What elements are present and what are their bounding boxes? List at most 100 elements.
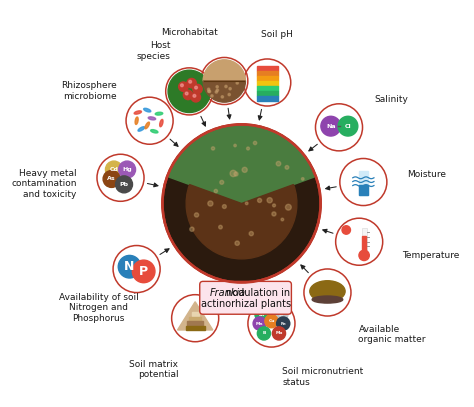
Circle shape [249, 232, 254, 236]
Bar [187, 322, 203, 326]
Circle shape [301, 177, 304, 180]
Text: Cd: Cd [109, 167, 118, 172]
Bar [191, 312, 199, 316]
Wedge shape [167, 125, 316, 204]
Bar [256, 96, 278, 101]
Circle shape [230, 170, 237, 177]
Ellipse shape [135, 117, 138, 125]
Ellipse shape [310, 281, 345, 302]
Text: Cl: Cl [345, 124, 351, 129]
Circle shape [208, 90, 210, 92]
Ellipse shape [160, 119, 163, 127]
Text: B: B [262, 331, 265, 335]
Bar [256, 91, 278, 96]
Circle shape [116, 176, 133, 193]
Text: Rhizosphere
microbiome: Rhizosphere microbiome [61, 81, 117, 101]
Circle shape [126, 97, 173, 144]
Circle shape [272, 212, 276, 216]
Circle shape [285, 166, 289, 169]
Circle shape [236, 82, 238, 84]
Circle shape [168, 70, 210, 113]
FancyBboxPatch shape [200, 281, 292, 314]
Circle shape [340, 158, 387, 206]
Circle shape [220, 180, 224, 184]
Text: P: P [139, 265, 148, 278]
Circle shape [185, 92, 188, 95]
Circle shape [253, 317, 266, 330]
Bar [256, 86, 278, 91]
Wedge shape [203, 60, 246, 81]
Text: Hg: Hg [122, 167, 132, 172]
Circle shape [257, 327, 271, 340]
Text: nodulation in: nodulation in [226, 287, 290, 298]
Circle shape [222, 205, 226, 208]
Text: actinorhizal plants: actinorhizal plants [201, 299, 291, 309]
Circle shape [201, 57, 248, 105]
Text: Availability of soil
Nitrogen and
Phosphorus: Availability of soil Nitrogen and Phosph… [59, 293, 138, 323]
Circle shape [215, 91, 218, 93]
Ellipse shape [148, 117, 155, 120]
Circle shape [209, 90, 211, 93]
Circle shape [336, 218, 383, 265]
Circle shape [321, 116, 341, 136]
Circle shape [190, 227, 194, 231]
Circle shape [172, 295, 219, 342]
Text: Cu: Cu [268, 319, 274, 323]
Bar [189, 317, 201, 321]
Text: Host
species: Host species [137, 41, 170, 61]
Circle shape [248, 300, 295, 347]
Circle shape [338, 116, 358, 136]
Circle shape [221, 96, 224, 98]
Circle shape [191, 92, 201, 102]
Text: Soil matrix
potential: Soil matrix potential [129, 359, 179, 379]
Wedge shape [186, 184, 297, 259]
Ellipse shape [138, 127, 145, 131]
Circle shape [359, 250, 369, 260]
Ellipse shape [151, 130, 158, 133]
Text: Mn: Mn [256, 322, 264, 326]
Circle shape [228, 93, 230, 96]
Circle shape [275, 308, 288, 321]
Text: Available
organic matter: Available organic matter [358, 325, 426, 344]
Circle shape [267, 197, 272, 203]
Bar [359, 185, 368, 195]
Circle shape [189, 80, 191, 83]
Circle shape [193, 84, 202, 94]
Circle shape [105, 161, 122, 178]
Circle shape [342, 226, 350, 234]
Circle shape [163, 125, 320, 282]
Circle shape [118, 256, 141, 278]
Bar [256, 81, 278, 86]
Text: Frankia: Frankia [209, 287, 246, 298]
Bar [256, 76, 278, 81]
Circle shape [273, 204, 275, 207]
Circle shape [281, 218, 284, 221]
Text: Soil pH: Soil pH [261, 30, 292, 39]
Circle shape [234, 144, 237, 147]
Bar [363, 236, 366, 256]
Circle shape [208, 88, 210, 90]
Text: Cl: Cl [279, 313, 284, 317]
Circle shape [132, 260, 155, 283]
Circle shape [277, 317, 290, 330]
Circle shape [276, 161, 281, 166]
Circle shape [254, 141, 257, 144]
Circle shape [229, 88, 231, 90]
Circle shape [255, 308, 268, 321]
Circle shape [97, 154, 144, 201]
Text: N: N [124, 260, 135, 273]
Circle shape [216, 89, 219, 92]
Circle shape [194, 213, 199, 217]
Circle shape [246, 147, 249, 150]
Circle shape [216, 85, 219, 88]
Circle shape [244, 59, 291, 106]
Ellipse shape [144, 108, 151, 112]
Text: Mo: Mo [275, 331, 283, 335]
Circle shape [235, 241, 239, 245]
Circle shape [242, 167, 247, 173]
Text: Salinity: Salinity [374, 95, 408, 104]
Text: Fe: Fe [280, 322, 286, 326]
Bar [186, 326, 205, 330]
Circle shape [211, 95, 213, 97]
Circle shape [208, 201, 213, 206]
